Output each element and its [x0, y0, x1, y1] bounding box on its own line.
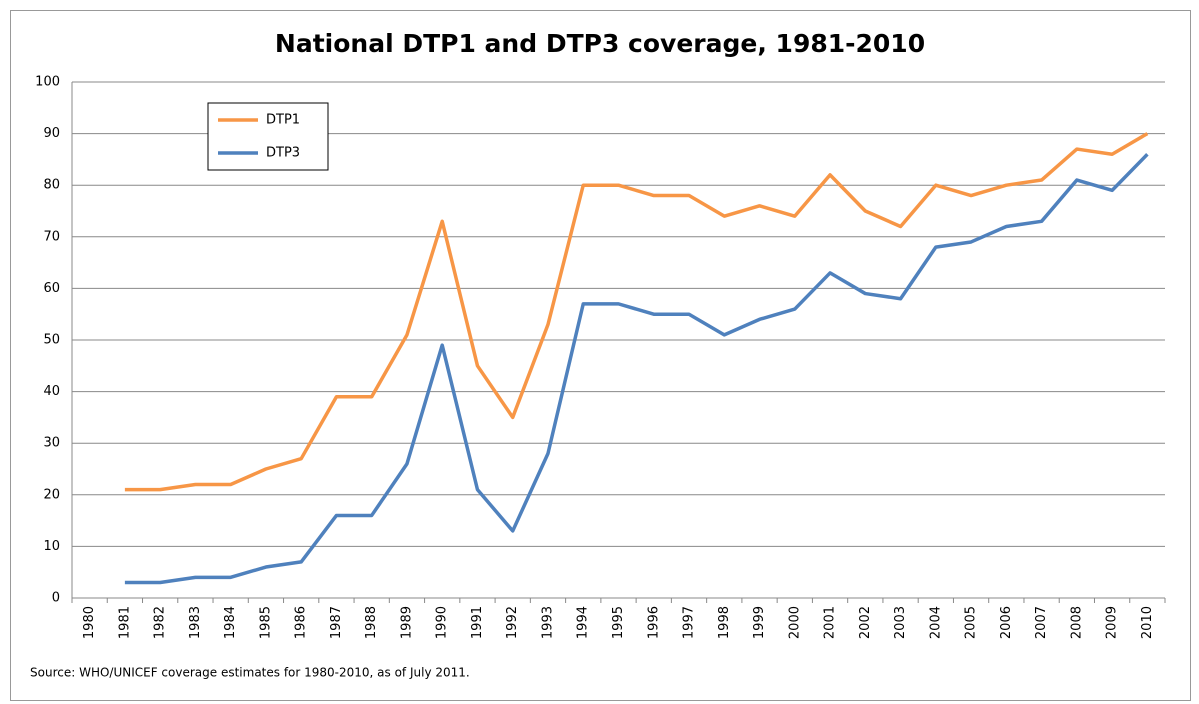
x-tick-label: 1983	[188, 606, 203, 639]
x-tick-label: 2001	[823, 606, 838, 639]
x-tick-label: 1990	[435, 606, 450, 639]
series-line	[124, 132, 1149, 492]
x-tick-label: 2002	[858, 606, 873, 639]
x-tick-label: 2010	[1140, 606, 1155, 639]
x-tick-label: 1995	[611, 606, 626, 639]
x-tick-label: 1989	[399, 606, 414, 639]
x-tick-label: 1988	[364, 606, 379, 639]
y-tick-label: 90	[43, 126, 60, 141]
y-tick-label: 100	[35, 75, 60, 90]
x-tick-label: 2009	[1105, 606, 1120, 639]
x-tick-label: 1987	[329, 606, 344, 639]
x-tick-label: 1998	[717, 606, 732, 639]
x-tick-label: 2006	[999, 606, 1014, 639]
x-tick-label: 2008	[1069, 606, 1084, 639]
chart-title: National DTP1 and DTP3 coverage, 1981-20…	[275, 29, 925, 58]
x-tick-label: 1999	[752, 606, 767, 639]
y-tick-label: 80	[43, 178, 60, 193]
legend-label: DTP1	[266, 113, 300, 128]
x-tick-label: 1997	[682, 606, 697, 639]
source-note: Source: WHO/UNICEF coverage estimates fo…	[30, 666, 470, 680]
y-tick-label: 10	[43, 539, 60, 554]
y-tick-label: 0	[52, 591, 60, 606]
x-tick-label: 2004	[928, 606, 943, 639]
series-line	[124, 153, 1149, 585]
x-tick-label: 1984	[223, 606, 238, 639]
x-tick-label: 1980	[82, 606, 97, 639]
x-tick-label: 1982	[153, 606, 168, 639]
y-tick-label: 30	[43, 436, 60, 451]
x-tick-label: 1991	[470, 606, 485, 639]
y-tick-label: 60	[43, 281, 60, 296]
chart-border	[10, 10, 1191, 701]
y-tick-label: 50	[43, 333, 60, 348]
legend-label: DTP3	[266, 146, 300, 161]
x-tick-label: 1996	[646, 606, 661, 639]
x-tick-label: 2005	[964, 606, 979, 639]
x-tick-label: 2007	[1034, 606, 1049, 639]
x-tick-label: 1986	[294, 606, 309, 639]
x-tick-label: 1985	[258, 606, 273, 639]
y-tick-label: 70	[43, 229, 60, 244]
legend-box	[207, 102, 329, 171]
x-tick-label: 1992	[505, 606, 520, 639]
x-tick-label: 1994	[576, 606, 591, 639]
x-tick-label: 1981	[117, 606, 132, 639]
x-tick-label: 2003	[893, 606, 908, 639]
x-tick-label: 2000	[787, 606, 802, 639]
y-tick-label: 40	[43, 384, 60, 399]
x-tick-label: 1993	[540, 606, 555, 639]
y-tick-label: 20	[43, 487, 60, 502]
